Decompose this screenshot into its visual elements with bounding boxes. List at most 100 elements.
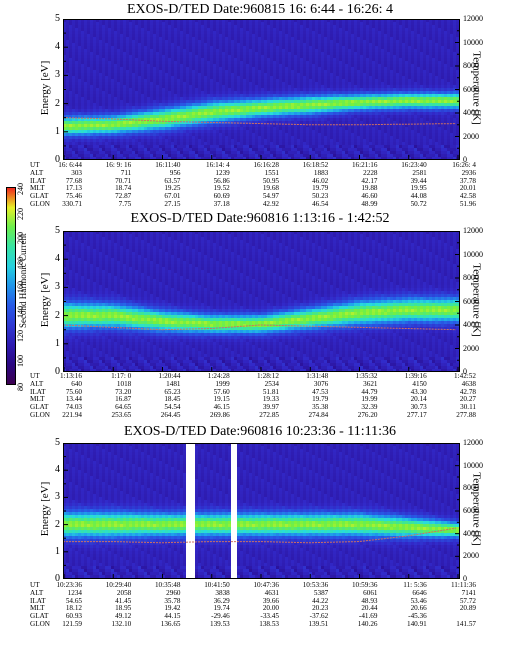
spectrogram-cell bbox=[153, 121, 156, 124]
spectrogram-cell bbox=[294, 109, 297, 112]
spectrogram-cell bbox=[288, 91, 291, 94]
spectrogram-cell bbox=[345, 76, 348, 79]
spectrogram-cell bbox=[189, 94, 192, 97]
spectrogram-cell bbox=[339, 136, 342, 139]
spectrogram-cell bbox=[324, 124, 327, 127]
spectrogram-cell bbox=[147, 25, 150, 28]
spectrogram-cell bbox=[165, 85, 168, 88]
spectrogram-cell bbox=[210, 106, 213, 109]
spectrogram-cell bbox=[144, 46, 147, 49]
spectrogram-cell bbox=[84, 157, 87, 160]
spectrogram-cell bbox=[75, 46, 78, 49]
spectrogram-cell bbox=[363, 61, 366, 64]
spectrogram-cell bbox=[69, 100, 72, 103]
spectrogram-cell bbox=[309, 28, 312, 31]
spectrogram-cell bbox=[144, 142, 147, 145]
spectrogram-cell bbox=[99, 91, 102, 94]
spectrogram-cell bbox=[258, 31, 261, 34]
spectrogram-cell bbox=[75, 28, 78, 31]
spectrogram-cell bbox=[159, 94, 162, 97]
spectrogram-cell bbox=[276, 127, 279, 130]
spectrogram-cell bbox=[276, 121, 279, 124]
spectrogram-cell bbox=[204, 70, 207, 73]
spectrogram-cell bbox=[204, 88, 207, 91]
spectrogram-cell bbox=[78, 130, 81, 133]
spectrogram-cell bbox=[372, 19, 375, 22]
spectrogram-cell bbox=[117, 31, 120, 34]
spectrogram-cell bbox=[375, 118, 378, 121]
spectrogram-cell bbox=[303, 88, 306, 91]
spectrogram-cell bbox=[252, 100, 255, 103]
spectrogram-cell bbox=[216, 46, 219, 49]
spectrogram-cell bbox=[246, 19, 249, 22]
spectrogram-cell bbox=[252, 145, 255, 148]
spectrogram-cell bbox=[318, 112, 321, 115]
spectrogram-cell bbox=[291, 76, 294, 79]
spectrogram-cell bbox=[264, 145, 267, 148]
spectrogram-cell bbox=[315, 154, 318, 157]
spectrogram-cell bbox=[378, 64, 381, 67]
spectrogram-cell bbox=[246, 115, 249, 118]
spectrogram-cell bbox=[339, 148, 342, 151]
spectrogram-cell bbox=[315, 73, 318, 76]
spectrogram-cell bbox=[186, 55, 189, 58]
spectrogram-cell bbox=[123, 49, 126, 52]
spectrogram-cell bbox=[84, 103, 87, 106]
spectrogram-cell bbox=[114, 28, 117, 31]
spectrogram-cell bbox=[204, 91, 207, 94]
spectrogram-cell bbox=[141, 34, 144, 37]
spectrogram-cell bbox=[150, 34, 153, 37]
spectrogram-cell bbox=[117, 106, 120, 109]
spectrogram-cell bbox=[228, 142, 231, 145]
spectrogram-cell bbox=[321, 55, 324, 58]
spectrogram-cell bbox=[252, 154, 255, 157]
spectrogram-cell bbox=[339, 88, 342, 91]
spectrogram-cell bbox=[219, 115, 222, 118]
spectrogram-cell bbox=[246, 52, 249, 55]
spectrogram-cell bbox=[102, 97, 105, 100]
spectrogram-cell bbox=[102, 133, 105, 136]
spectrogram-cell bbox=[180, 145, 183, 148]
spectrogram-cell bbox=[261, 118, 264, 121]
spectrogram-cell bbox=[291, 22, 294, 25]
spectrogram-cell bbox=[252, 46, 255, 49]
spectrogram-cell bbox=[96, 133, 99, 136]
spectrogram-cell bbox=[183, 139, 186, 142]
spectrogram-cell bbox=[162, 58, 165, 61]
spectrogram-cell bbox=[165, 154, 168, 157]
spectrogram-cell bbox=[123, 67, 126, 70]
spectrogram-cell bbox=[351, 124, 354, 127]
spectrogram-cell bbox=[99, 43, 102, 46]
spectrogram-cell bbox=[333, 91, 336, 94]
spectrogram-cell bbox=[156, 139, 159, 142]
spectrogram-cell bbox=[240, 79, 243, 82]
spectrogram-cell bbox=[252, 58, 255, 61]
spectrogram-cell bbox=[147, 55, 150, 58]
spectrogram-cell bbox=[108, 40, 111, 43]
spectrogram-cell bbox=[252, 124, 255, 127]
spectrogram-cell bbox=[150, 130, 153, 133]
spectrogram-cell bbox=[78, 157, 81, 160]
spectrogram-cell bbox=[66, 124, 69, 127]
spectrogram-cell bbox=[99, 70, 102, 73]
spectrogram-cell bbox=[162, 43, 165, 46]
spectrogram-cell bbox=[198, 61, 201, 64]
spectrogram-cell bbox=[357, 64, 360, 67]
spectrogram-cell bbox=[225, 97, 228, 100]
spectrogram-cell bbox=[321, 82, 324, 85]
spectrogram-cell bbox=[129, 142, 132, 145]
spectrogram-cell bbox=[342, 103, 345, 106]
spectrogram-cell bbox=[81, 124, 84, 127]
spectrogram-cell bbox=[186, 142, 189, 145]
spectrogram-cell bbox=[291, 121, 294, 124]
spectrogram-cell bbox=[108, 97, 111, 100]
spectrogram-cell bbox=[216, 19, 219, 22]
spectrogram-cell bbox=[150, 76, 153, 79]
spectrogram-cell bbox=[228, 67, 231, 70]
spectrogram-cell bbox=[321, 148, 324, 151]
spectrogram-cell bbox=[288, 130, 291, 133]
spectrogram-cell bbox=[132, 109, 135, 112]
spectrogram-cell bbox=[288, 118, 291, 121]
spectrogram-cell bbox=[345, 148, 348, 151]
spectrogram-cell bbox=[255, 109, 258, 112]
